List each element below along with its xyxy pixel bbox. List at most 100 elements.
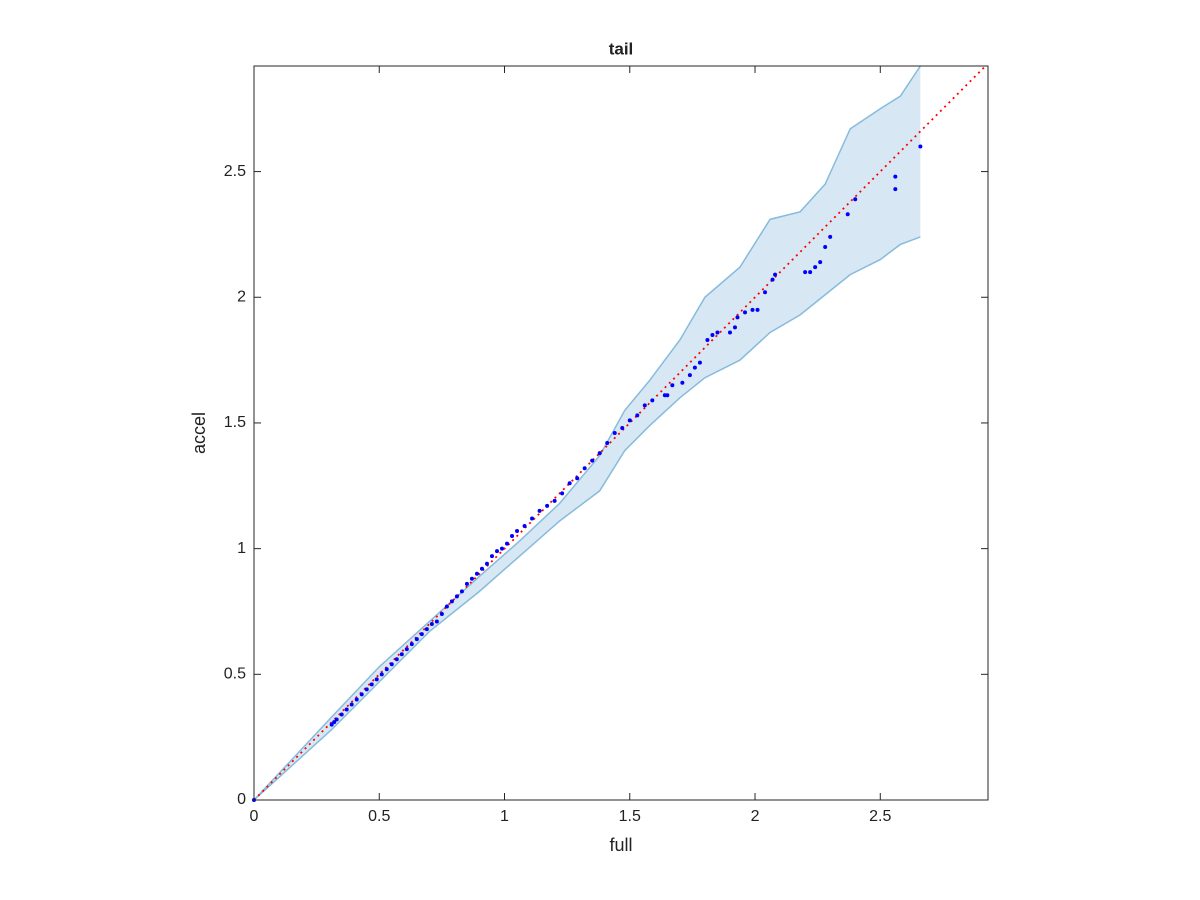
data-point <box>597 451 602 456</box>
data-point <box>808 270 813 275</box>
x-tick-label: 0 <box>250 808 259 825</box>
data-point <box>459 589 464 594</box>
x-tick-label: 1.5 <box>619 808 641 825</box>
data-point <box>755 307 760 312</box>
data-point <box>494 549 499 554</box>
data-point <box>692 365 697 370</box>
data-point <box>770 277 775 282</box>
data-point <box>484 561 489 566</box>
data-point <box>354 697 359 702</box>
x-tick-label: 2.5 <box>869 808 891 825</box>
data-point <box>449 599 454 604</box>
data-point <box>893 174 898 179</box>
y-tick-label: 1.5 <box>224 414 246 431</box>
data-point <box>560 491 565 496</box>
x-tick-label: 0.5 <box>368 808 390 825</box>
data-point <box>464 581 469 586</box>
chart-title: tail <box>609 39 634 58</box>
data-point <box>813 265 818 270</box>
data-point <box>389 662 394 667</box>
data-point <box>439 611 444 616</box>
x-tick-label: 1 <box>500 808 509 825</box>
data-point <box>369 682 374 687</box>
data-point <box>329 722 334 727</box>
data-point <box>414 637 419 642</box>
x-axis-label: full <box>609 835 632 855</box>
data-point <box>334 717 339 722</box>
band-lower-edge <box>254 236 921 800</box>
data-point <box>687 373 692 378</box>
data-point <box>620 425 625 430</box>
data-point <box>605 441 610 446</box>
data-point <box>575 476 580 481</box>
data-point <box>510 534 515 539</box>
data-point <box>469 576 474 581</box>
data-point <box>332 720 337 725</box>
data-point <box>650 398 655 403</box>
data-point <box>853 197 858 202</box>
data-point <box>344 707 349 712</box>
data-point <box>670 383 675 388</box>
data-point <box>803 270 808 275</box>
y-tick-label: 1 <box>237 540 246 557</box>
data-point <box>424 627 429 632</box>
data-point <box>918 144 923 149</box>
data-point <box>773 272 778 277</box>
data-point <box>530 516 535 521</box>
data-point <box>339 712 344 717</box>
x-tick-label: 2 <box>751 808 760 825</box>
data-point <box>522 524 527 529</box>
data-point <box>537 508 542 513</box>
data-point <box>665 393 670 398</box>
axes-box <box>253 65 989 801</box>
y-tick-label: 0.5 <box>224 666 246 683</box>
data-point <box>818 260 823 265</box>
data-point <box>374 677 379 682</box>
data-point <box>429 622 434 627</box>
data-point <box>379 672 384 677</box>
data-point <box>489 554 494 559</box>
data-point <box>697 360 702 365</box>
data-point <box>715 330 720 335</box>
data-point <box>505 541 510 546</box>
data-point <box>735 315 740 320</box>
data-point <box>627 418 632 423</box>
data-point <box>479 566 484 571</box>
data-point <box>763 290 768 295</box>
data-point <box>474 571 479 576</box>
data-point <box>612 431 617 435</box>
data-point <box>515 529 520 534</box>
data-point <box>828 234 833 239</box>
data-point <box>359 692 364 697</box>
confidence-band <box>254 66 921 800</box>
y-tick-label: 2.5 <box>224 163 246 180</box>
data-point <box>419 632 424 637</box>
y-tick-label: 0 <box>237 791 246 808</box>
data-point <box>727 330 732 335</box>
data-point <box>823 244 828 249</box>
data-point <box>705 337 710 342</box>
data-point <box>732 325 737 330</box>
data-point <box>364 687 369 692</box>
data-point <box>845 212 850 217</box>
data-point <box>454 594 459 599</box>
y-axis-label: accel <box>189 412 209 454</box>
data-point <box>567 481 572 486</box>
data-point <box>384 667 389 672</box>
data-point <box>394 657 399 662</box>
data-point <box>434 619 439 624</box>
data-point <box>893 187 898 192</box>
data-point <box>552 498 557 503</box>
data-point <box>500 546 505 551</box>
data-point <box>590 458 595 463</box>
y-tick-label: 2 <box>237 288 246 305</box>
data-point <box>409 642 414 647</box>
data-point <box>743 310 748 315</box>
data-point <box>635 413 640 418</box>
data-point <box>582 466 587 471</box>
data-point <box>680 380 685 385</box>
data-point <box>710 332 715 337</box>
